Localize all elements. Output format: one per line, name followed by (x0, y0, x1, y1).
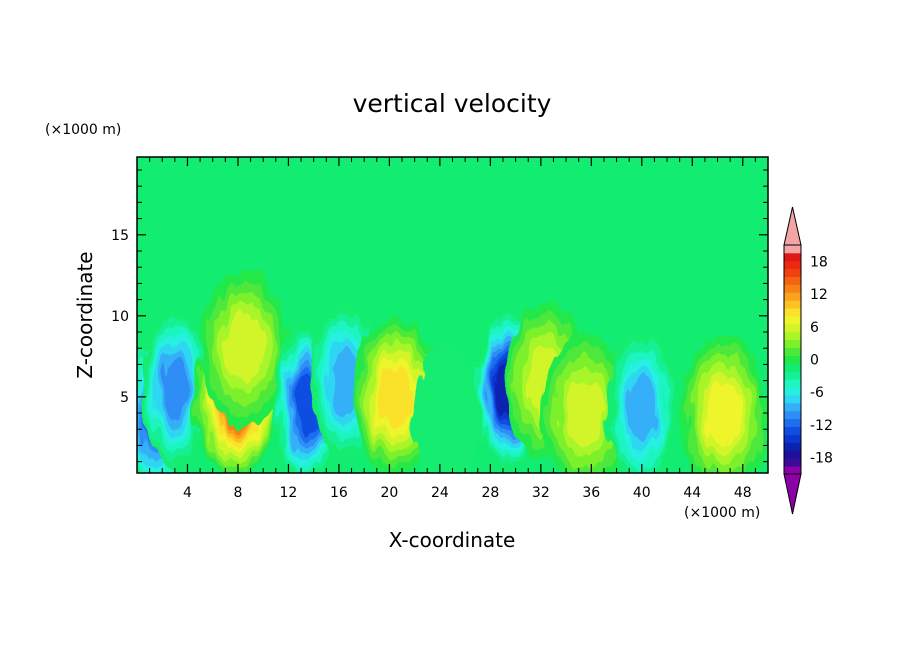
contour-band-1-6 (161, 357, 189, 420)
colorbar-bin (784, 316, 801, 325)
colorbar-bin (784, 442, 801, 451)
x-tick-label: 24 (431, 485, 449, 501)
contour-band-12-5 (705, 380, 743, 446)
colorbar-frame (783, 244, 802, 475)
colorbar-bin (784, 339, 801, 349)
z-axis-label: Z-coordinate (73, 251, 97, 378)
colorbar-bin (784, 379, 801, 388)
x-tick-label: 28 (481, 485, 499, 501)
colorbar-bin (784, 402, 801, 412)
contour-band-3-4 (224, 313, 264, 383)
colorbar-under-arrow (783, 473, 802, 515)
z-tick-label: 10 (111, 309, 129, 325)
x-axis-ticks: 4 8 12 16 20 24 28 32 36 40 44 48 (149, 157, 756, 501)
z-tick-label: 15 (111, 228, 129, 244)
colorbar-tick-label: 18 (810, 254, 828, 270)
x-tick-label: 16 (330, 485, 348, 501)
colorbar-tick-label: -12 (810, 418, 833, 434)
colorbar-over-arrow (783, 206, 802, 246)
colorbar-bin (784, 331, 801, 341)
z-unit-label: (×1000 m) (45, 122, 121, 138)
colorbar-bin (784, 276, 801, 285)
colorbar-bin (784, 347, 801, 356)
colorbar-bin (784, 245, 801, 254)
contour-field (137, 157, 768, 473)
chart-title: vertical velocity (353, 89, 552, 118)
x-tick-label: 8 (233, 485, 242, 501)
colorbar-bin (784, 355, 801, 364)
colorbar-bin (784, 308, 801, 317)
contour-band-6-6 (378, 365, 414, 429)
z-tick-label: 5 (120, 390, 129, 406)
colorbar-bin (784, 363, 801, 372)
x-tick-label: 44 (683, 485, 701, 501)
contour-band-7-0 (412, 343, 481, 473)
x-tick-label: 36 (582, 485, 600, 501)
x-tick-label: 40 (633, 485, 651, 501)
colorbar-bin (784, 466, 801, 475)
z-axis-ticks: 5 10 15 (111, 169, 768, 463)
colorbar-bin (784, 284, 801, 293)
colorbar-tick-label: -6 (810, 385, 824, 401)
colorbar-bin (784, 371, 801, 380)
x-tick-label: 32 (532, 485, 550, 501)
colorbar-bin (784, 410, 801, 420)
colorbar-bin (784, 458, 801, 467)
colorbar-tick-label: 6 (810, 320, 819, 336)
x-tick-label: 4 (183, 485, 192, 501)
colorbar-tick-label: -18 (810, 451, 833, 467)
contour-band-10-4 (565, 378, 605, 448)
colorbar-bin (784, 434, 801, 443)
colorbar-bin (784, 252, 801, 262)
x-unit-label: (×1000 m) (684, 505, 760, 521)
colorbar-bin (784, 300, 801, 309)
colorbar-bin (784, 450, 801, 459)
x-tick-label: 48 (734, 485, 752, 501)
colorbar-bin (784, 418, 801, 428)
contour-band-11-5 (627, 377, 656, 443)
colorbar-bin (784, 292, 801, 301)
x-tick-label: 20 (380, 485, 398, 501)
colorbar-bin (784, 426, 801, 435)
colorbar-bin (784, 387, 801, 396)
colorbar: 18 12 6 0 -6 -12 -18 (783, 206, 833, 515)
colorbar-bin (784, 260, 801, 270)
colorbar-bin (784, 323, 801, 333)
colorbar-tick-label: 0 (810, 353, 819, 369)
colorbar-bin (784, 395, 801, 404)
x-tick-label: 12 (280, 485, 298, 501)
colorbar-tick-label: 12 (810, 287, 828, 303)
x-axis-label: X-coordinate (389, 528, 516, 552)
colorbar-bin (784, 268, 801, 277)
